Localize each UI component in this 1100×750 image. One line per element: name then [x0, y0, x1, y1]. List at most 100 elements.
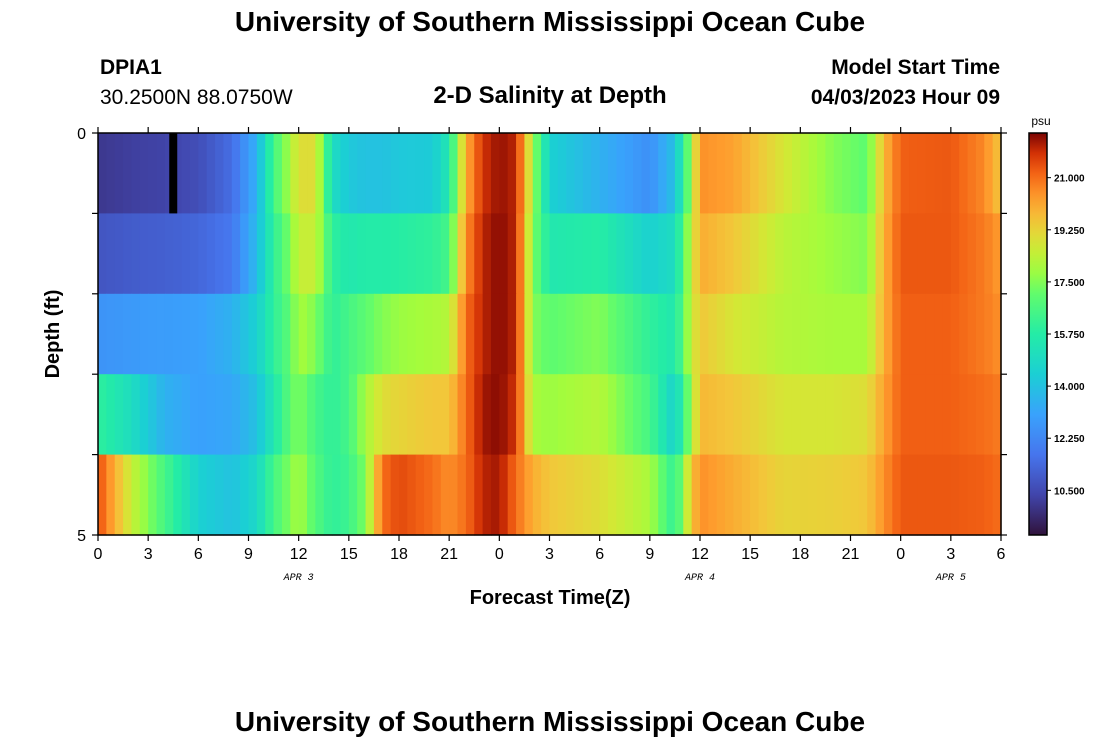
heatmap-cell	[440, 454, 450, 536]
heatmap-cell	[231, 454, 241, 536]
heatmap-cell	[164, 374, 174, 456]
heatmap-cell	[507, 374, 517, 456]
heatmap-cell	[808, 374, 818, 456]
heatmap-cell	[658, 454, 668, 536]
heatmap-cell	[641, 213, 651, 295]
heatmap-cell	[733, 133, 743, 214]
heatmap-cell	[909, 374, 918, 456]
heatmap-cell	[616, 213, 626, 295]
heatmap-cell	[281, 213, 291, 295]
colorbar-tick-label: 14.000	[1054, 382, 1085, 393]
heatmap-cell	[858, 133, 868, 214]
heatmap-cell	[315, 374, 325, 456]
heatmap-cell	[541, 454, 551, 536]
heatmap-cell	[900, 293, 910, 375]
heatmap-cell	[223, 454, 233, 536]
heatmap-cell	[733, 293, 743, 375]
heatmap-cell	[900, 454, 910, 536]
heatmap-cell	[674, 374, 684, 456]
heatmap-cell	[524, 133, 534, 214]
heatmap-cell	[649, 213, 659, 295]
heatmap-cell	[432, 454, 442, 536]
heatmap-cell	[407, 293, 417, 375]
heatmap-cell	[883, 133, 893, 214]
heatmap-cell	[206, 293, 216, 375]
heatmap-cell	[683, 133, 693, 214]
heatmap-cell	[123, 293, 133, 375]
heatmap-cell	[256, 213, 266, 295]
heatmap-cell	[883, 213, 893, 295]
heatmap-cell	[783, 133, 793, 214]
y-axis: 05	[77, 126, 1007, 545]
heatmap-cell	[825, 293, 835, 375]
heatmap-cell	[240, 293, 250, 375]
heatmap-cell	[357, 213, 367, 295]
heatmap-cell	[415, 293, 425, 375]
y-axis-label: Depth (ft)	[42, 290, 64, 379]
heatmap-cell	[340, 293, 350, 375]
heatmap-cell	[390, 293, 400, 375]
heatmap-cell	[766, 454, 776, 536]
heatmap-cell	[340, 213, 350, 295]
heatmap-cell	[566, 374, 576, 456]
heatmap-cell	[457, 133, 467, 214]
heatmap-cell	[223, 374, 233, 456]
heatmap-cell	[775, 213, 785, 295]
heatmap-cell	[708, 293, 718, 375]
heatmap-cell	[440, 133, 450, 214]
plot-title: 2-D Salinity at Depth	[433, 82, 667, 109]
heatmap-cell	[716, 454, 726, 536]
heatmap-cell	[750, 293, 760, 375]
heatmap-cell	[432, 133, 442, 214]
heatmap-cell	[608, 293, 617, 375]
heatmap-cell	[700, 374, 709, 456]
heatmap-cell	[624, 213, 634, 295]
heatmap-cell	[424, 293, 434, 375]
heatmap-cell	[315, 213, 325, 295]
heatmap-cell	[281, 374, 291, 456]
heatmap-cell	[574, 374, 584, 456]
heatmap-cell	[783, 454, 793, 536]
heatmap-cell	[532, 213, 542, 295]
heatmap-cell	[373, 454, 383, 536]
x-tick-label: 3	[545, 546, 554, 563]
heatmap-cell	[290, 454, 300, 536]
heatmap-cell	[131, 133, 141, 214]
heatmap-cell	[599, 293, 609, 375]
heatmap-cell	[357, 454, 367, 536]
heatmap-cell	[365, 133, 375, 214]
heatmap-cell	[365, 213, 375, 295]
heatmap-cell	[524, 213, 534, 295]
heatmap-cell	[733, 213, 743, 295]
heatmap-cell	[733, 454, 743, 536]
heatmap-cell	[390, 374, 400, 456]
heatmap-cell	[323, 133, 333, 214]
heatmap-cell	[758, 293, 768, 375]
heatmap-cell	[984, 293, 994, 375]
heatmap-cell	[340, 133, 350, 214]
heatmap-cell	[716, 374, 726, 456]
heatmap-cell	[323, 374, 333, 456]
heatmap-cell	[900, 213, 910, 295]
heatmap-cell	[114, 454, 124, 536]
heatmap-cell	[633, 454, 643, 536]
heatmap-cell	[566, 293, 576, 375]
heatmap-cell	[357, 293, 367, 375]
heatmap-cell	[432, 213, 442, 295]
heatmap-cell	[382, 454, 392, 536]
heatmap-cell	[833, 454, 843, 536]
heatmap-cell	[984, 213, 994, 295]
heatmap-cell	[674, 133, 684, 214]
heatmap-cell	[348, 374, 358, 456]
heatmap-cell	[791, 374, 801, 456]
heatmap-cell	[666, 293, 676, 375]
heatmap-cell	[700, 293, 709, 375]
heatmap-cell	[959, 293, 969, 375]
heatmap-cell	[106, 293, 116, 375]
heatmap-cell	[123, 213, 133, 295]
heatmap-cell	[365, 293, 375, 375]
heatmap-cell	[549, 374, 559, 456]
colorbar-tick-label: 21.000	[1054, 174, 1085, 185]
model-start-label: Model Start Time	[831, 56, 1000, 79]
heatmap-cell	[139, 454, 149, 536]
